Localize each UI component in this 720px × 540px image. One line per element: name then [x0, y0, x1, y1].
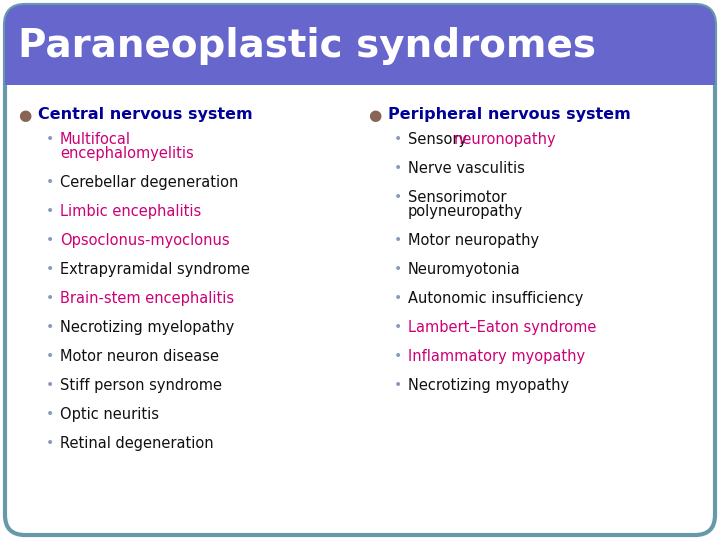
Text: •: • [394, 132, 402, 146]
Text: Optic neuritis: Optic neuritis [60, 407, 159, 422]
Text: •: • [46, 175, 54, 189]
Text: •: • [46, 378, 54, 392]
Text: Peripheral nervous system: Peripheral nervous system [388, 107, 631, 123]
Text: Sensory: Sensory [408, 132, 472, 147]
Text: •: • [46, 132, 54, 146]
Text: Cerebellar degeneration: Cerebellar degeneration [60, 175, 238, 190]
Text: ●: ● [19, 107, 32, 123]
Text: Autonomic insufficiency: Autonomic insufficiency [408, 291, 583, 306]
Text: •: • [394, 262, 402, 276]
Text: •: • [46, 291, 54, 305]
Text: encephalomyelitis: encephalomyelitis [60, 146, 194, 161]
Text: •: • [394, 320, 402, 334]
Text: ●: ● [369, 107, 382, 123]
Text: Necrotizing myopathy: Necrotizing myopathy [408, 378, 569, 393]
Text: Sensorimotor: Sensorimotor [408, 190, 506, 205]
Text: •: • [394, 349, 402, 363]
FancyBboxPatch shape [5, 60, 715, 85]
Text: Motor neuron disease: Motor neuron disease [60, 349, 219, 364]
Text: •: • [46, 407, 54, 421]
Text: •: • [46, 436, 54, 450]
Text: •: • [46, 204, 54, 218]
Text: polyneuropathy: polyneuropathy [408, 204, 523, 219]
Text: Stiff person syndrome: Stiff person syndrome [60, 378, 222, 393]
Text: •: • [394, 291, 402, 305]
Text: •: • [46, 233, 54, 247]
Text: Retinal degeneration: Retinal degeneration [60, 436, 214, 451]
Text: •: • [394, 190, 402, 204]
Text: •: • [394, 233, 402, 247]
FancyBboxPatch shape [5, 5, 715, 535]
Text: Motor neuropathy: Motor neuropathy [408, 233, 539, 248]
Text: Opsoclonus-myoclonus: Opsoclonus-myoclonus [60, 233, 230, 248]
Text: •: • [46, 349, 54, 363]
Text: Brain-stem encephalitis: Brain-stem encephalitis [60, 291, 234, 306]
Text: Necrotizing myelopathy: Necrotizing myelopathy [60, 320, 234, 335]
Text: Multifocal: Multifocal [60, 132, 131, 147]
Text: Limbic encephalitis: Limbic encephalitis [60, 204, 202, 219]
Text: •: • [394, 161, 402, 175]
Text: •: • [46, 262, 54, 276]
Text: neuronopathy: neuronopathy [454, 132, 557, 147]
Text: Extrapyramidal syndrome: Extrapyramidal syndrome [60, 262, 250, 277]
Text: Central nervous system: Central nervous system [38, 107, 253, 123]
Text: •: • [46, 320, 54, 334]
Text: Nerve vasculitis: Nerve vasculitis [408, 161, 525, 176]
Text: Lambert–Eaton syndrome: Lambert–Eaton syndrome [408, 320, 596, 335]
Text: Neuromyotonia: Neuromyotonia [408, 262, 521, 277]
Text: Paraneoplastic syndromes: Paraneoplastic syndromes [18, 27, 596, 65]
FancyBboxPatch shape [5, 5, 715, 85]
Text: •: • [394, 378, 402, 392]
Text: Inflammatory myopathy: Inflammatory myopathy [408, 349, 585, 364]
